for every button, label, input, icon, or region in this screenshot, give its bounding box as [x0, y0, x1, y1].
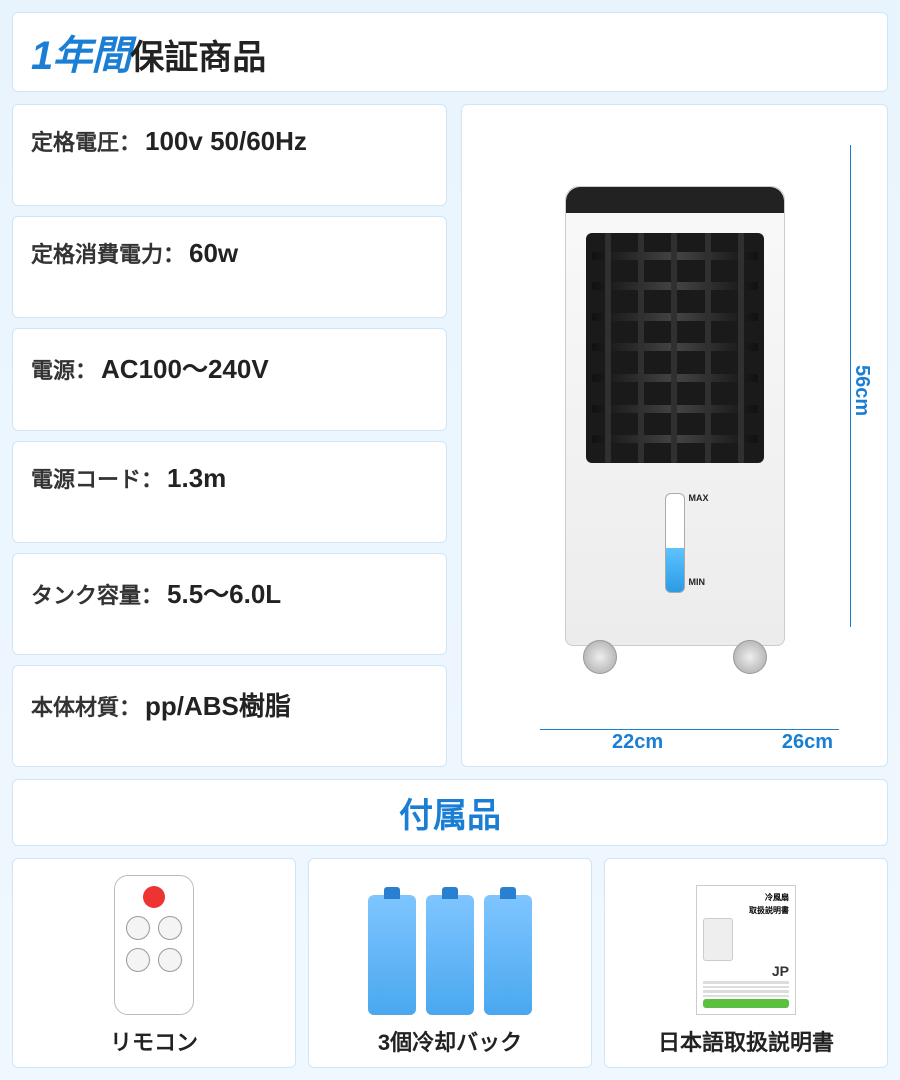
dimension-height: 56cm	[850, 365, 873, 416]
remote-button-icon	[126, 916, 150, 940]
spec-value: 5.5～6.0L	[167, 574, 281, 611]
icepack-icon	[484, 895, 532, 1015]
spec-row: タンク容量： 5.5～6.0L	[12, 553, 447, 655]
accessory-caption: 日本語取扱説明書	[658, 1025, 834, 1057]
spec-value: 1.3m	[167, 463, 226, 494]
remote-button-icon	[158, 916, 182, 940]
dimension-depth: 26cm	[782, 731, 833, 754]
spec-row: 本体材質： pp/ABS樹脂	[12, 665, 447, 767]
manual-icon: 冷風扇 取扱説明書 JP	[696, 885, 796, 1015]
spec-value: pp/ABS樹脂	[145, 686, 291, 723]
water-min-label: MIN	[689, 577, 706, 587]
spec-row: 定格消費電力： 60w	[12, 216, 447, 318]
icepack-group-icon	[368, 895, 532, 1015]
caster-wheel-icon	[583, 640, 617, 674]
accessory-card-manual: 冷風扇 取扱説明書 JP 日本語取扱説明書	[604, 858, 888, 1068]
dimension-depth-line	[743, 729, 839, 730]
spec-value: 60w	[189, 238, 238, 269]
accessory-card-remote: リモコン	[12, 858, 296, 1068]
remote-icon	[114, 875, 194, 1015]
manual-title: 取扱説明書	[703, 905, 789, 916]
accessories-row: リモコン 3個冷却バック 冷風扇 取扱説明書 JP 日本語取扱説明書	[12, 858, 888, 1068]
dimension-width: 22cm	[612, 731, 663, 754]
spec-label: 定格電圧：	[31, 125, 141, 157]
air-cooler-icon: MAX MIN	[565, 186, 785, 646]
icepack-icon	[368, 895, 416, 1015]
remote-button-icon	[158, 948, 182, 972]
warranty-period: 1年間	[31, 34, 130, 78]
spec-label: タンク容量：	[31, 578, 163, 610]
power-button-icon	[143, 886, 165, 908]
accessory-caption: リモコン	[110, 1025, 198, 1057]
accessory-card-icepacks: 3個冷却バック	[308, 858, 592, 1068]
spec-row: 電源コード： 1.3m	[12, 441, 447, 543]
spec-list: 定格電圧： 100v 50/60Hz 定格消費電力： 60w 電源： AC100…	[12, 104, 447, 767]
accessories-header: 付属品	[12, 779, 888, 846]
spec-label: 電源：	[31, 353, 97, 385]
caster-wheel-icon	[733, 640, 767, 674]
accessory-caption: 3個冷却バック	[378, 1025, 522, 1057]
dimension-width-line	[540, 729, 750, 730]
icepack-icon	[426, 895, 474, 1015]
spec-label: 本体材質：	[31, 690, 141, 722]
spec-value: AC100～240V	[101, 349, 269, 386]
spec-value: 100v 50/60Hz	[145, 126, 307, 157]
accessories-title: 付属品	[399, 797, 501, 835]
water-max-label: MAX	[689, 493, 709, 503]
product-illustration: MAX MIN 56cm 22cm 26cm	[461, 104, 888, 767]
remote-button-icon	[126, 948, 150, 972]
warranty-suffix: 保証商品	[130, 39, 266, 77]
spec-label: 定格消費電力：	[31, 237, 185, 269]
manual-lang: JP	[703, 963, 789, 979]
manual-subtitle: 冷風扇	[703, 892, 789, 903]
spec-label: 電源コード：	[31, 462, 163, 494]
warranty-header: 1年間保証商品	[12, 12, 888, 92]
spec-row: 電源： AC100～240V	[12, 328, 447, 430]
spec-row: 定格電圧： 100v 50/60Hz	[12, 104, 447, 206]
